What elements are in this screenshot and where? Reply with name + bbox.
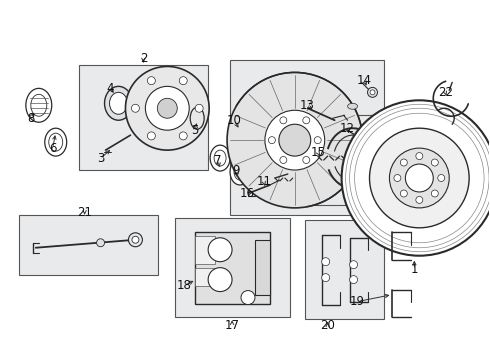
Ellipse shape [49,133,63,151]
Ellipse shape [110,92,127,114]
Circle shape [97,239,104,247]
Circle shape [342,100,490,256]
Circle shape [368,87,377,97]
Circle shape [322,258,330,266]
Circle shape [125,67,209,150]
Ellipse shape [104,86,132,120]
Bar [175,218,290,318]
Circle shape [146,86,189,130]
Text: 16: 16 [240,188,254,201]
Circle shape [208,268,232,292]
Text: 3: 3 [97,152,104,165]
Text: 12: 12 [340,122,355,135]
Text: 18: 18 [177,279,192,292]
Ellipse shape [363,204,372,210]
Circle shape [265,110,325,170]
Circle shape [369,128,469,228]
Text: 1: 1 [411,263,418,276]
Circle shape [179,77,187,85]
Text: 9: 9 [232,163,240,176]
Circle shape [390,148,449,208]
Circle shape [128,233,143,247]
Circle shape [349,276,358,284]
Circle shape [416,153,423,159]
Circle shape [157,98,177,118]
Ellipse shape [230,159,250,185]
Text: 2: 2 [140,52,147,65]
Circle shape [405,164,433,192]
Ellipse shape [241,291,255,305]
Bar [310,115,394,205]
Circle shape [394,175,401,181]
Text: 21: 21 [77,206,92,219]
Circle shape [431,159,439,166]
Circle shape [269,137,275,144]
Circle shape [303,117,310,124]
Text: 14: 14 [357,74,372,87]
Text: 5: 5 [192,124,199,137]
Circle shape [280,157,287,163]
Circle shape [131,104,140,112]
Circle shape [400,159,407,166]
Circle shape [314,137,321,144]
Ellipse shape [45,128,67,156]
Circle shape [400,190,407,197]
Circle shape [322,274,330,282]
Circle shape [147,132,155,140]
Ellipse shape [210,145,230,171]
Circle shape [349,261,358,269]
Text: 8: 8 [27,112,34,125]
Bar [195,236,215,264]
Bar [305,220,385,319]
Text: 22: 22 [438,86,453,99]
Bar [195,268,215,285]
Text: 6: 6 [49,141,56,155]
Circle shape [279,124,311,156]
Circle shape [370,90,375,95]
Bar [78,66,208,170]
Circle shape [195,104,203,112]
Circle shape [431,190,439,197]
Circle shape [303,157,310,163]
Text: 10: 10 [226,114,242,127]
Ellipse shape [234,164,246,180]
Text: 19: 19 [350,295,365,308]
Ellipse shape [214,150,226,166]
Text: 13: 13 [299,99,314,112]
Bar [230,60,385,215]
Text: 4: 4 [107,82,114,95]
Circle shape [416,197,423,203]
Bar [19,215,158,275]
Text: 17: 17 [224,319,240,332]
Text: 7: 7 [214,154,222,167]
Circle shape [147,77,155,85]
Bar [255,240,270,294]
Circle shape [208,238,232,262]
Ellipse shape [26,88,52,122]
Circle shape [438,175,445,181]
Circle shape [227,72,363,208]
Text: 20: 20 [320,319,335,332]
Circle shape [132,236,139,243]
Text: 15: 15 [310,145,325,159]
Bar [195,232,270,303]
Text: 11: 11 [256,175,271,189]
Ellipse shape [347,103,358,109]
Circle shape [179,132,187,140]
Circle shape [280,117,287,124]
Ellipse shape [31,94,47,116]
